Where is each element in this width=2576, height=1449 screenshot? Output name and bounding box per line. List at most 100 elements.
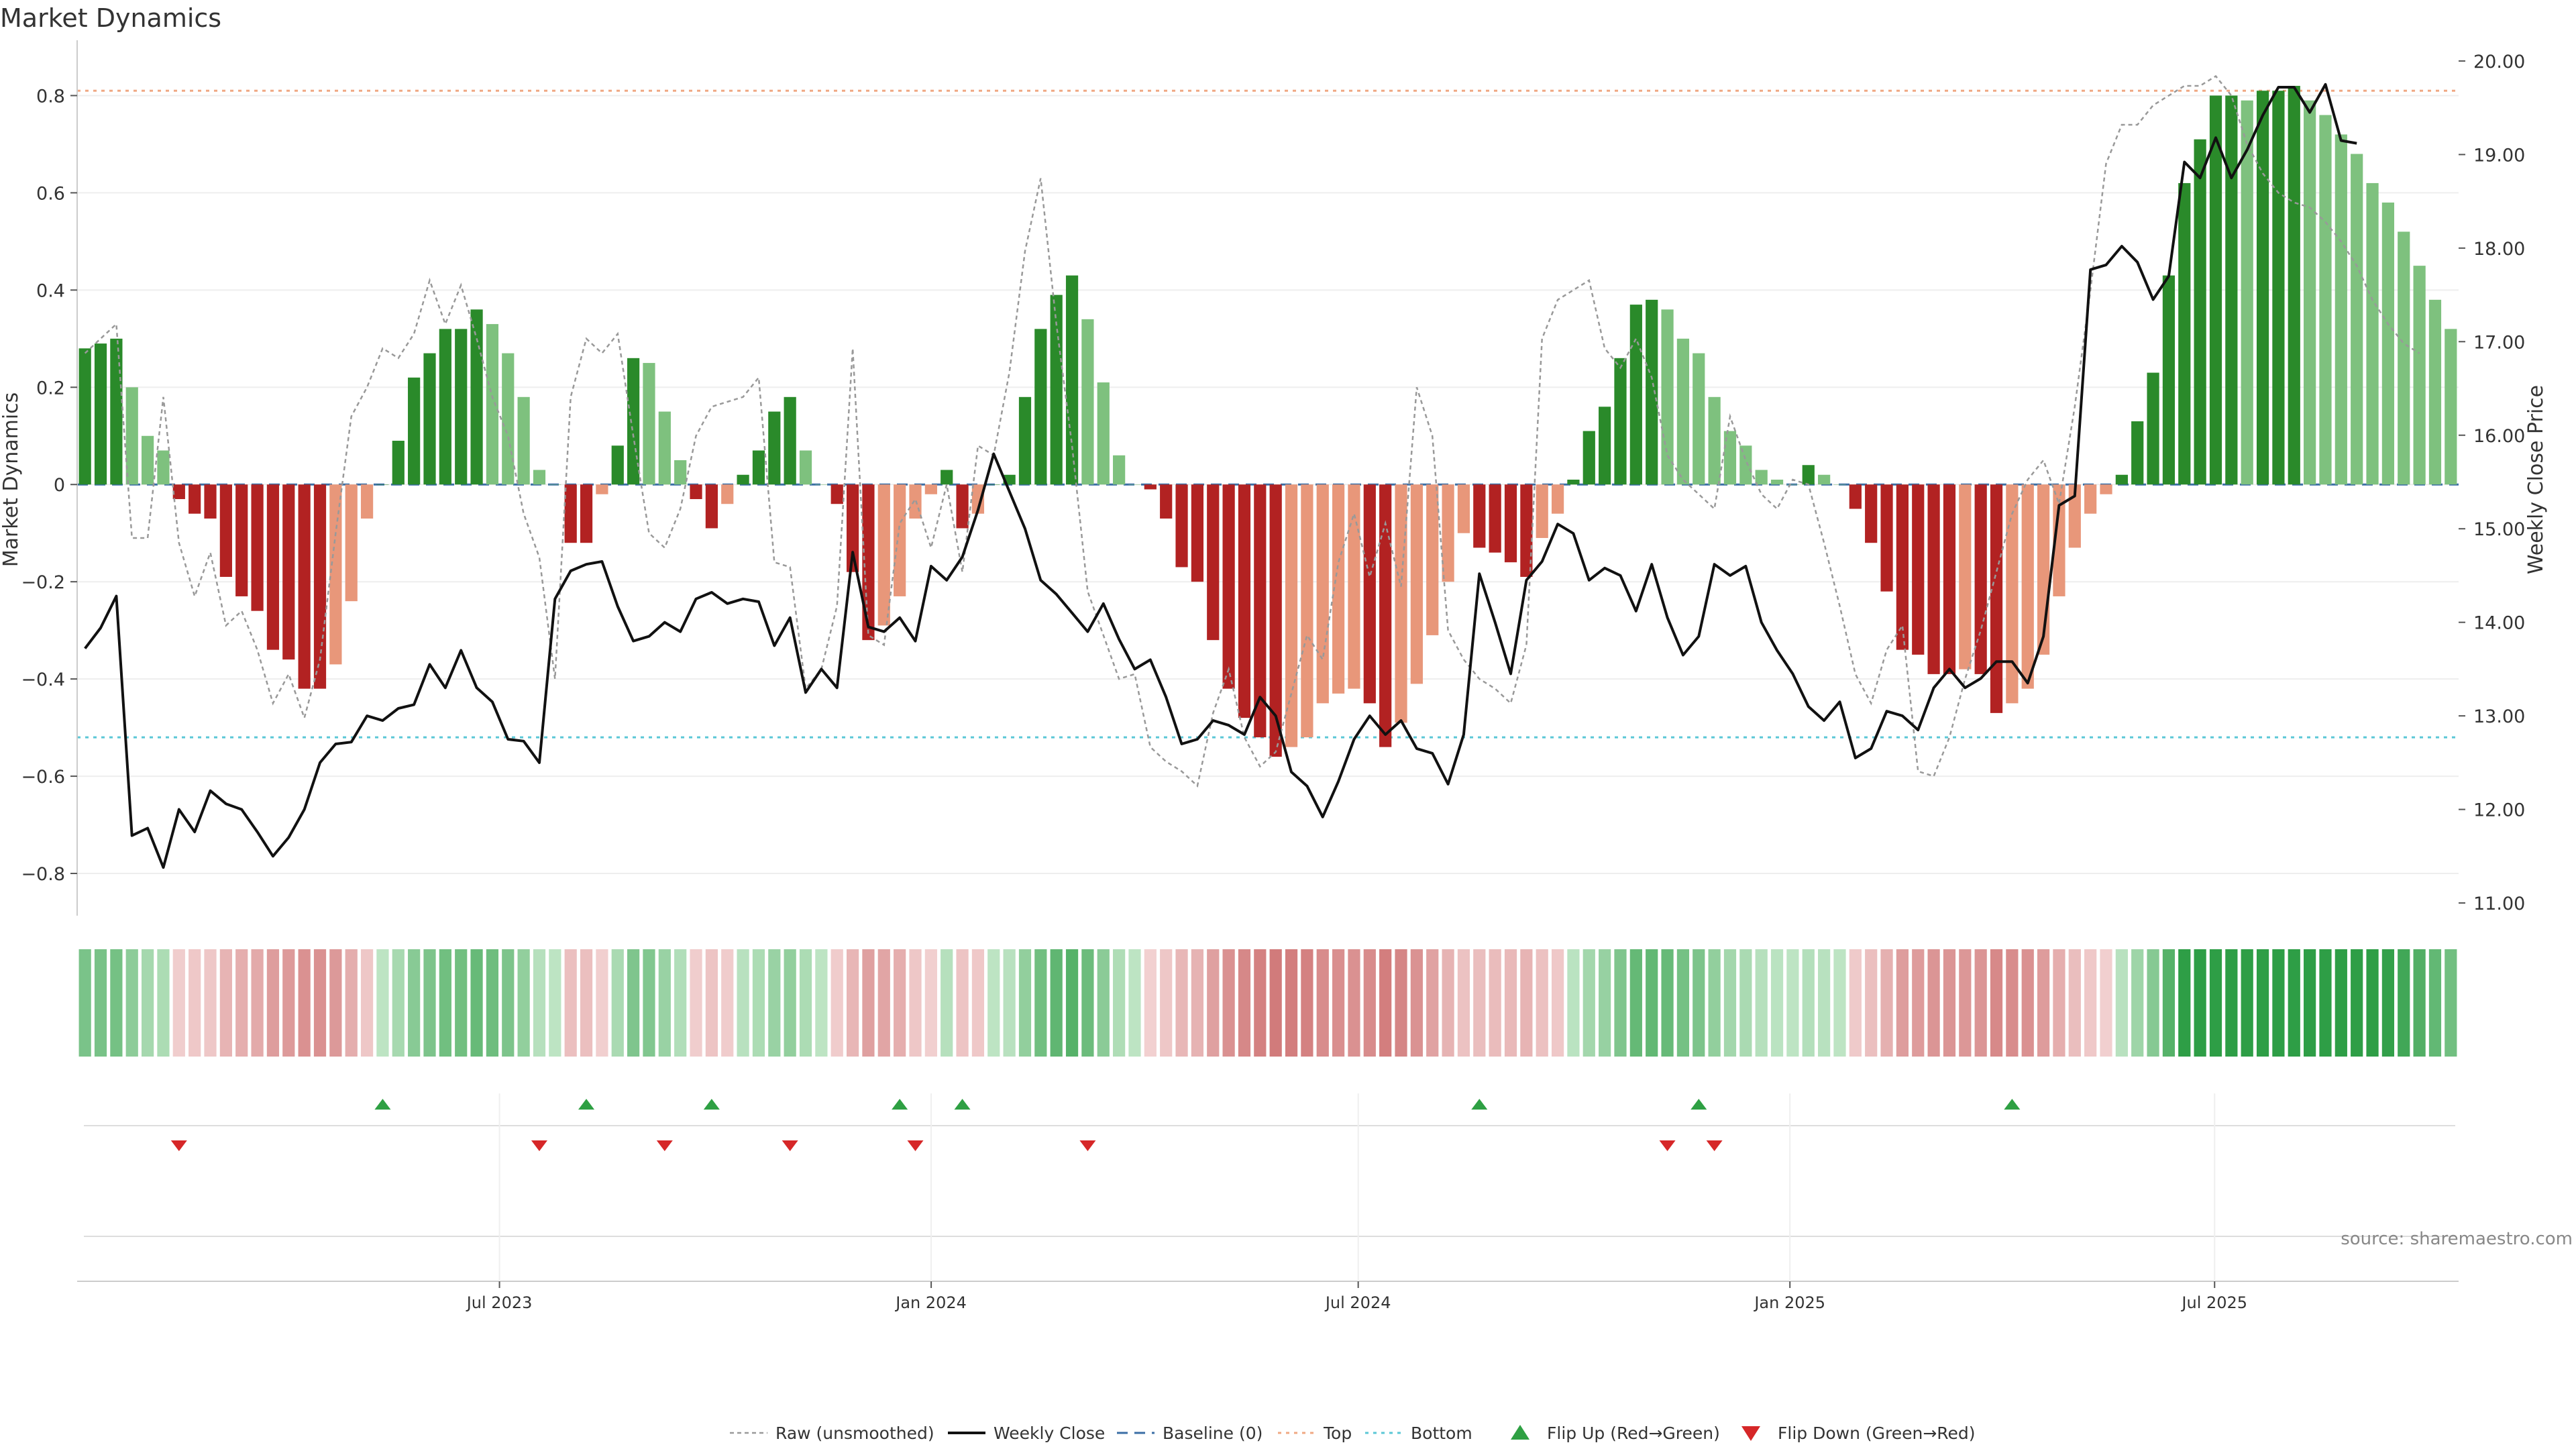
regime-cell bbox=[235, 949, 248, 1057]
regime-cell bbox=[564, 949, 577, 1057]
flip-up-marker bbox=[578, 1099, 595, 1110]
regime-cell bbox=[1348, 949, 1360, 1057]
dynamics-bar bbox=[2147, 372, 2159, 485]
regime-cell bbox=[1160, 949, 1173, 1057]
dynamics-bar bbox=[580, 484, 593, 543]
regime-cell bbox=[298, 949, 311, 1057]
regime-cell bbox=[502, 949, 515, 1057]
regime-cell bbox=[1379, 949, 1392, 1057]
regime-cell bbox=[830, 949, 843, 1057]
regime-cell bbox=[282, 949, 295, 1057]
dynamics-bar bbox=[1144, 484, 1157, 490]
regime-cell bbox=[846, 949, 859, 1057]
dynamics-bar bbox=[1442, 484, 1454, 582]
regime-cell bbox=[1065, 949, 1079, 1057]
dynamics-bar bbox=[2162, 275, 2176, 485]
regime-cell bbox=[1473, 949, 1486, 1057]
regime-cell bbox=[2381, 949, 2395, 1057]
dynamics-bar bbox=[455, 329, 468, 485]
dynamics-bar bbox=[1254, 484, 1267, 738]
regime-cell bbox=[2053, 949, 2065, 1057]
regime-cell bbox=[1301, 949, 1313, 1057]
dynamics-bar bbox=[1081, 319, 1094, 485]
dynamics-bar bbox=[924, 484, 937, 494]
dynamics-bar bbox=[2209, 95, 2222, 485]
flip-up-marker bbox=[703, 1099, 720, 1110]
dynamics-bar bbox=[2304, 100, 2316, 485]
regime-cell bbox=[1536, 949, 1548, 1057]
y2-tick-label: 12.00 bbox=[2473, 800, 2525, 821]
dynamics-bar bbox=[345, 484, 358, 602]
dynamics-bar bbox=[2115, 474, 2128, 485]
flip-down-marker bbox=[1079, 1140, 1096, 1151]
regime-cell bbox=[1959, 949, 1972, 1057]
regime-cell bbox=[1849, 949, 1862, 1057]
y-tick-label: 0.6 bbox=[36, 183, 65, 204]
dynamics-bar bbox=[752, 450, 765, 485]
regime-cell bbox=[1629, 949, 1642, 1057]
regime-cell bbox=[705, 949, 718, 1057]
regime-cell bbox=[1316, 949, 1329, 1057]
y2-tick-label: 14.00 bbox=[2473, 613, 2525, 634]
flip-down-marker bbox=[907, 1140, 924, 1151]
dynamics-bar bbox=[1599, 407, 1611, 485]
dynamics-bar bbox=[1786, 484, 1799, 485]
regime-cell bbox=[862, 949, 875, 1057]
dynamics-bar bbox=[987, 484, 1000, 485]
dynamics-bar bbox=[2445, 329, 2457, 485]
regime-cell bbox=[658, 949, 671, 1057]
regime-cell bbox=[2272, 949, 2285, 1057]
dynamics-bar bbox=[2366, 182, 2379, 485]
regime-cell bbox=[1238, 949, 1251, 1057]
dynamics-bar bbox=[1034, 329, 1047, 485]
regime-cell bbox=[580, 949, 593, 1057]
dynamics-bar bbox=[1833, 484, 1846, 485]
dynamics-bar bbox=[110, 338, 123, 485]
regime-cell bbox=[2209, 949, 2222, 1057]
regime-cell bbox=[376, 949, 389, 1057]
legend-item: Raw (unsmoothed) bbox=[730, 1424, 934, 1443]
flip-down-marker bbox=[170, 1140, 187, 1151]
dynamics-bar bbox=[1551, 484, 1564, 514]
regime-cell bbox=[1599, 949, 1611, 1057]
dynamics-bar bbox=[768, 411, 781, 485]
y2-axis-label: Weekly Close Price bbox=[2524, 385, 2548, 574]
y2-tick-label: 18.00 bbox=[2473, 239, 2525, 260]
dynamics-bar bbox=[502, 353, 515, 485]
dynamics-bar bbox=[1943, 484, 1956, 674]
dynamics-bar bbox=[2178, 182, 2191, 485]
dynamics-bar bbox=[423, 353, 436, 485]
regime-cell bbox=[596, 949, 608, 1057]
dynamics-bar bbox=[266, 484, 280, 650]
dynamics-bar bbox=[1739, 445, 1752, 485]
regime-cell bbox=[2178, 949, 2191, 1057]
dynamics-bar bbox=[2100, 484, 2112, 494]
y2-tick-label: 16.00 bbox=[2473, 426, 2525, 447]
chart-title: Market Dynamics bbox=[0, 3, 221, 33]
regime-cell bbox=[1363, 949, 1376, 1057]
dynamics-bar bbox=[941, 470, 953, 485]
legend-label: Flip Up (Red→Green) bbox=[1547, 1424, 1720, 1443]
dynamics-bar bbox=[1723, 431, 1737, 485]
regime-cell bbox=[2131, 949, 2144, 1057]
regime-cell bbox=[987, 949, 1000, 1057]
regime-cell bbox=[2115, 949, 2128, 1057]
legend-swatch-flip-down bbox=[1741, 1426, 1760, 1441]
dynamics-bar bbox=[2272, 91, 2285, 485]
dynamics-bar bbox=[862, 484, 875, 641]
dynamics-bar bbox=[470, 309, 483, 485]
legend-swatch-flip-up bbox=[1511, 1425, 1529, 1440]
dynamics-bar bbox=[2241, 100, 2253, 485]
regime-cell bbox=[2068, 949, 2081, 1057]
dynamics-bar bbox=[1426, 484, 1439, 635]
dynamics-bar bbox=[1567, 480, 1580, 485]
dynamics-bar bbox=[658, 411, 671, 485]
dynamics-bar bbox=[1050, 294, 1063, 485]
regime-cell bbox=[125, 949, 138, 1057]
regime-cell bbox=[2037, 949, 2050, 1057]
dynamics-bar bbox=[2225, 95, 2238, 485]
dynamics-bar bbox=[1582, 431, 1595, 485]
dynamics-bar bbox=[1755, 470, 1768, 485]
flip-up-marker bbox=[1471, 1099, 1488, 1110]
x-axis: Jul 2023 Jan 2024 Jul 2024 Jan 2025 Jul 2025 bbox=[466, 1093, 2247, 1312]
